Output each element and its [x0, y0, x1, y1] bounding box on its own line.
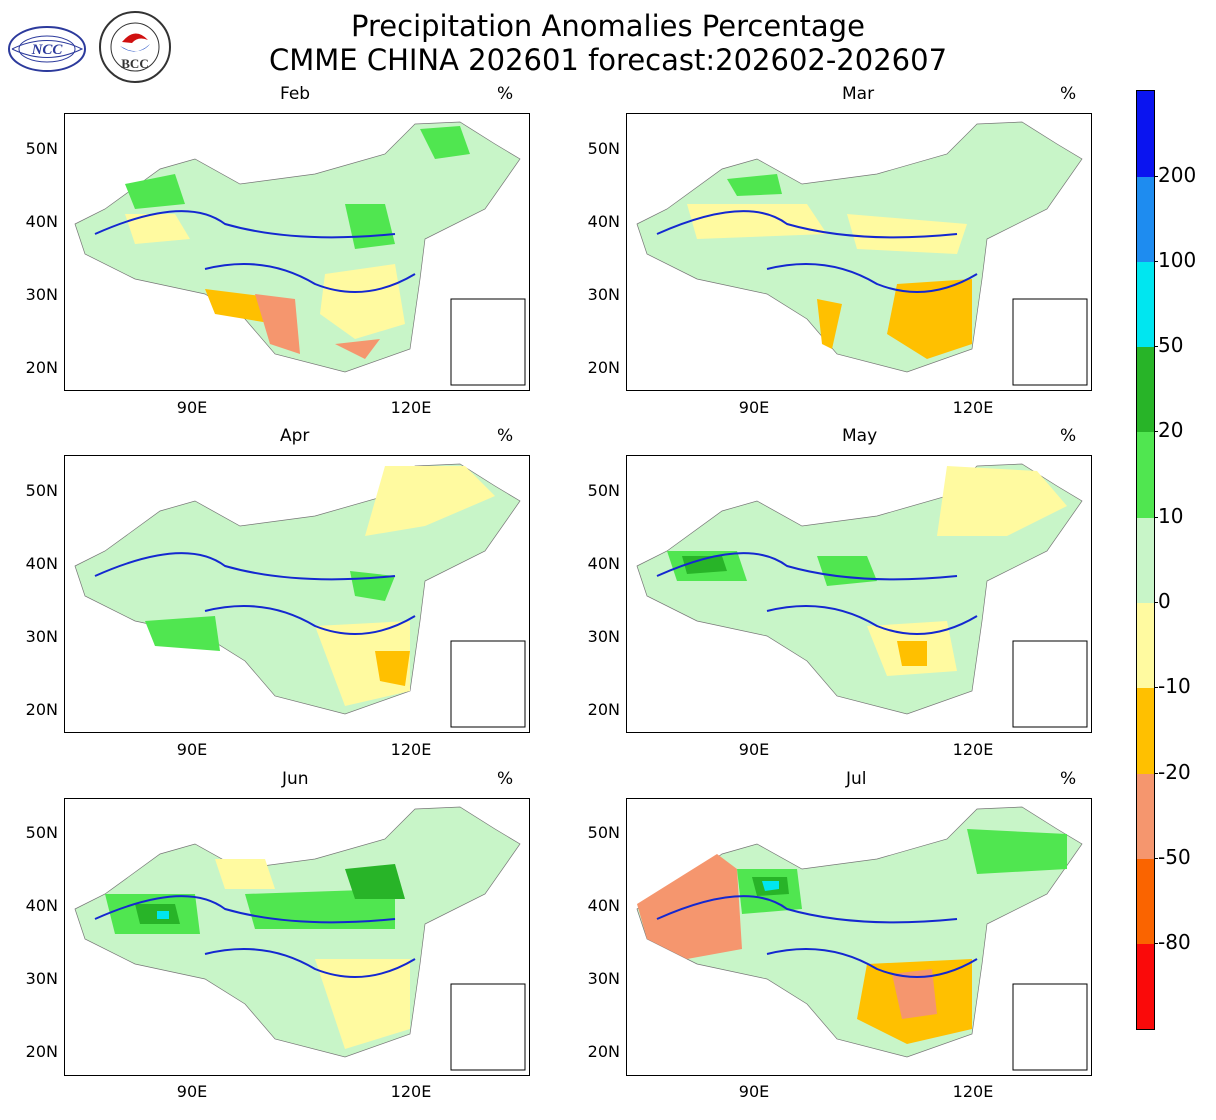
lat-label: 50N	[25, 139, 58, 158]
panel-mar-unit: %	[1060, 84, 1077, 104]
lon-label: 120E	[952, 1082, 994, 1101]
lat-label: 20N	[25, 1042, 58, 1061]
lon-label: 120E	[952, 740, 994, 759]
lon-label: 120E	[952, 398, 994, 417]
colorbar-segment	[1137, 688, 1154, 774]
panel-feb-title: Feb	[280, 84, 311, 104]
colorbar-segment	[1137, 347, 1154, 432]
colorbar-label: -20	[1158, 760, 1191, 784]
panel-apr-unit: %	[497, 426, 514, 446]
figure-title-line2: CMME CHINA 202601 forecast:202602-202607	[268, 43, 948, 77]
panel-mar-title: Mar	[842, 84, 875, 104]
lat-label: 30N	[25, 285, 58, 304]
svg-text:BCC: BCC	[121, 56, 148, 71]
lat-label: 20N	[587, 358, 620, 377]
colorbar-label: -50	[1158, 845, 1191, 869]
lat-label: 20N	[25, 700, 58, 719]
lat-label: 20N	[587, 1042, 620, 1061]
panel-feb-unit: %	[497, 84, 514, 104]
lat-label: 50N	[587, 139, 620, 158]
colorbar-segment	[1137, 774, 1154, 859]
lat-label: 30N	[25, 969, 58, 988]
colorbar-segment	[1137, 859, 1154, 944]
lat-label: 20N	[587, 700, 620, 719]
map-panel-mar	[626, 113, 1092, 391]
lat-label: 40N	[587, 212, 620, 231]
lon-label: 90E	[176, 1082, 208, 1101]
colorbar-segment	[1137, 944, 1154, 1029]
map-panel-feb	[64, 113, 530, 391]
colorbar-label: 10	[1158, 504, 1184, 528]
lon-label: 90E	[176, 398, 208, 417]
lon-label: 120E	[390, 740, 432, 759]
colorbar-segment	[1137, 91, 1154, 177]
lat-label: 50N	[25, 823, 58, 842]
colorbar-label: 50	[1158, 333, 1184, 357]
colorbar-label: 0	[1158, 589, 1171, 613]
map-panel-may	[626, 455, 1092, 733]
lat-label: 40N	[25, 212, 58, 231]
panel-apr-title: Apr	[280, 426, 310, 446]
colorbar-segment	[1137, 262, 1154, 347]
panel-jul-title: Jul	[846, 769, 867, 789]
panel-may-unit: %	[1060, 426, 1077, 446]
colorbar-label: -80	[1158, 930, 1191, 954]
lat-label: 30N	[25, 627, 58, 646]
lat-label: 40N	[25, 554, 58, 573]
lat-label: 40N	[587, 896, 620, 915]
lat-label: 20N	[25, 358, 58, 377]
lon-label: 90E	[176, 740, 208, 759]
map-panel-apr	[64, 455, 530, 733]
colorbar	[1136, 90, 1155, 1030]
bcc-logo: BCC	[99, 11, 171, 83]
panel-may-title: May	[842, 426, 878, 446]
lon-label: 120E	[390, 1082, 432, 1101]
lon-label: 120E	[390, 398, 432, 417]
panel-jun-title: Jun	[282, 769, 309, 789]
colorbar-label: 100	[1158, 248, 1197, 272]
panel-jul-unit: %	[1060, 769, 1077, 789]
lon-label: 90E	[738, 1082, 770, 1101]
map-panel-jun	[64, 798, 530, 1076]
figure-title-line1: Precipitation Anomalies Percentage	[351, 9, 865, 43]
lon-label: 90E	[738, 740, 770, 759]
lon-label: 90E	[738, 398, 770, 417]
colorbar-segment	[1137, 518, 1154, 603]
map-panel-jul	[626, 798, 1092, 1076]
ncc-logo: NCC	[8, 26, 86, 72]
lat-label: 30N	[587, 285, 620, 304]
lat-label: 50N	[587, 823, 620, 842]
colorbar-label: 200	[1158, 163, 1197, 187]
lat-label: 40N	[587, 554, 620, 573]
lat-label: 40N	[25, 896, 58, 915]
lat-label: 30N	[587, 969, 620, 988]
svg-text:NCC: NCC	[31, 42, 64, 58]
panel-jun-unit: %	[497, 769, 514, 789]
lat-label: 50N	[25, 481, 58, 500]
colorbar-segment	[1137, 177, 1154, 262]
colorbar-label: -10	[1158, 674, 1191, 698]
colorbar-segment	[1137, 432, 1154, 518]
colorbar-label: 20	[1158, 418, 1184, 442]
colorbar-segment	[1137, 603, 1154, 688]
lat-label: 30N	[587, 627, 620, 646]
lat-label: 50N	[587, 481, 620, 500]
